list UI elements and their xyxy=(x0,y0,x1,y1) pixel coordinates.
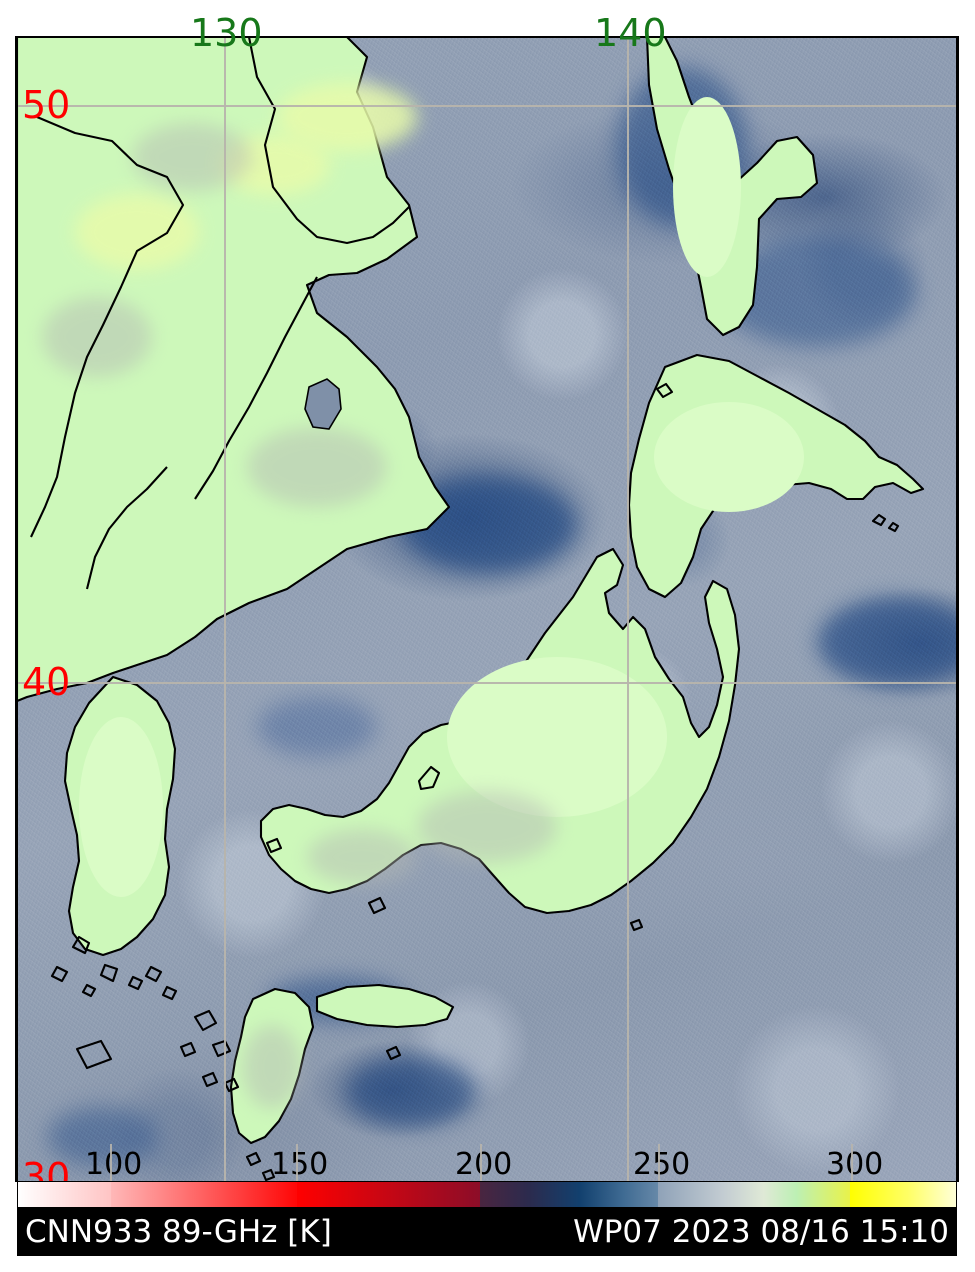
kyushu-cool-patch xyxy=(242,1025,302,1109)
brightness-temperature-colorbar[interactable] xyxy=(17,1181,957,1208)
cbar-tickmark-150 xyxy=(296,1144,298,1181)
warm-land-core-2 xyxy=(220,135,330,195)
korea-south-islets xyxy=(50,935,178,1001)
cold-core-south-kyushu xyxy=(347,1057,477,1127)
honshu-cool-patch-2 xyxy=(307,829,417,885)
cbar-tickmark-250 xyxy=(658,1144,660,1181)
warm-land-core-3 xyxy=(277,83,417,151)
gridline-lat-40 xyxy=(17,682,957,684)
cbar-segment-200-250 xyxy=(480,1182,658,1207)
cold-core-southwest-sea xyxy=(47,1107,157,1167)
korea-bright-core xyxy=(79,717,163,897)
cbar-tickmark-200 xyxy=(480,1144,482,1181)
cbar-tick-label-200: 200 xyxy=(455,1147,513,1182)
cbar-tickmark-300 xyxy=(851,1144,853,1181)
map-frame-right xyxy=(956,36,959,1182)
tsushima-islets xyxy=(179,1009,276,1181)
product-title-label: CNN933 89-GHz [K] xyxy=(25,1213,332,1250)
lat-label-50: 50 xyxy=(22,83,71,127)
cbar-segment-300-320 xyxy=(849,1182,956,1207)
gridline-lon-130 xyxy=(224,37,226,1181)
sakhalin-bright-core xyxy=(673,97,741,277)
noto-peninsula xyxy=(417,765,441,791)
ulleung-island xyxy=(75,1039,113,1070)
hokkaido-islets xyxy=(871,513,900,533)
kii-islet xyxy=(385,1045,402,1061)
gridline-lat-50 xyxy=(17,105,957,107)
cool-land-patch-3 xyxy=(247,427,387,507)
lon-label-140: 140 xyxy=(594,11,667,55)
border-jilin xyxy=(194,276,318,500)
kuril-islets xyxy=(655,382,674,399)
cbar-tickmark-100 xyxy=(110,1144,112,1181)
storm-timestamp-label: WP07 2023 08/16 15:10 xyxy=(573,1213,949,1250)
cbar-tick-label-100: 100 xyxy=(85,1147,143,1182)
microwave-brightness-temperature-map[interactable] xyxy=(17,37,957,1181)
honshu-cool-patch xyxy=(417,791,557,863)
cbar-tick-label-150: 150 xyxy=(271,1147,329,1182)
warm-land-core-1 xyxy=(75,194,199,270)
border-heilongjiang xyxy=(247,37,410,245)
map-frame-top xyxy=(15,36,959,38)
sado-island xyxy=(367,896,387,915)
cbar-segment-30-100 xyxy=(18,1182,111,1207)
border-china-russia xyxy=(30,116,185,538)
cbar-segment-100-150 xyxy=(110,1182,297,1207)
lake-khanka xyxy=(304,378,342,430)
land-shikoku xyxy=(315,983,455,1029)
gridline-lon-140 xyxy=(627,37,629,1181)
cbar-tick-label-250: 250 xyxy=(633,1147,691,1182)
land-kyushu xyxy=(229,987,315,1145)
cbar-tick-label-300: 300 xyxy=(826,1147,884,1182)
lat-label-40: 40 xyxy=(22,660,71,704)
footer-annotation-bar: CNN933 89-GHz [K] WP07 2023 08/16 15:10 xyxy=(17,1208,957,1256)
map-frame-left xyxy=(15,36,18,1182)
cold-core-east-offshore xyxy=(817,597,957,687)
cbar-segment-150-200 xyxy=(296,1182,481,1207)
cold-core-mid-honshu-coast xyxy=(257,697,377,757)
cool-land-patch-1 xyxy=(132,123,252,191)
izu-island xyxy=(629,918,644,932)
border-inner xyxy=(85,466,168,590)
cbar-segment-250-300 xyxy=(657,1182,850,1207)
lon-label-130: 130 xyxy=(190,11,263,55)
hokkaido-bright-core xyxy=(654,402,804,512)
honshu-bright-core xyxy=(447,657,667,817)
coastline-layer xyxy=(17,37,925,1181)
oki-island xyxy=(265,837,283,854)
